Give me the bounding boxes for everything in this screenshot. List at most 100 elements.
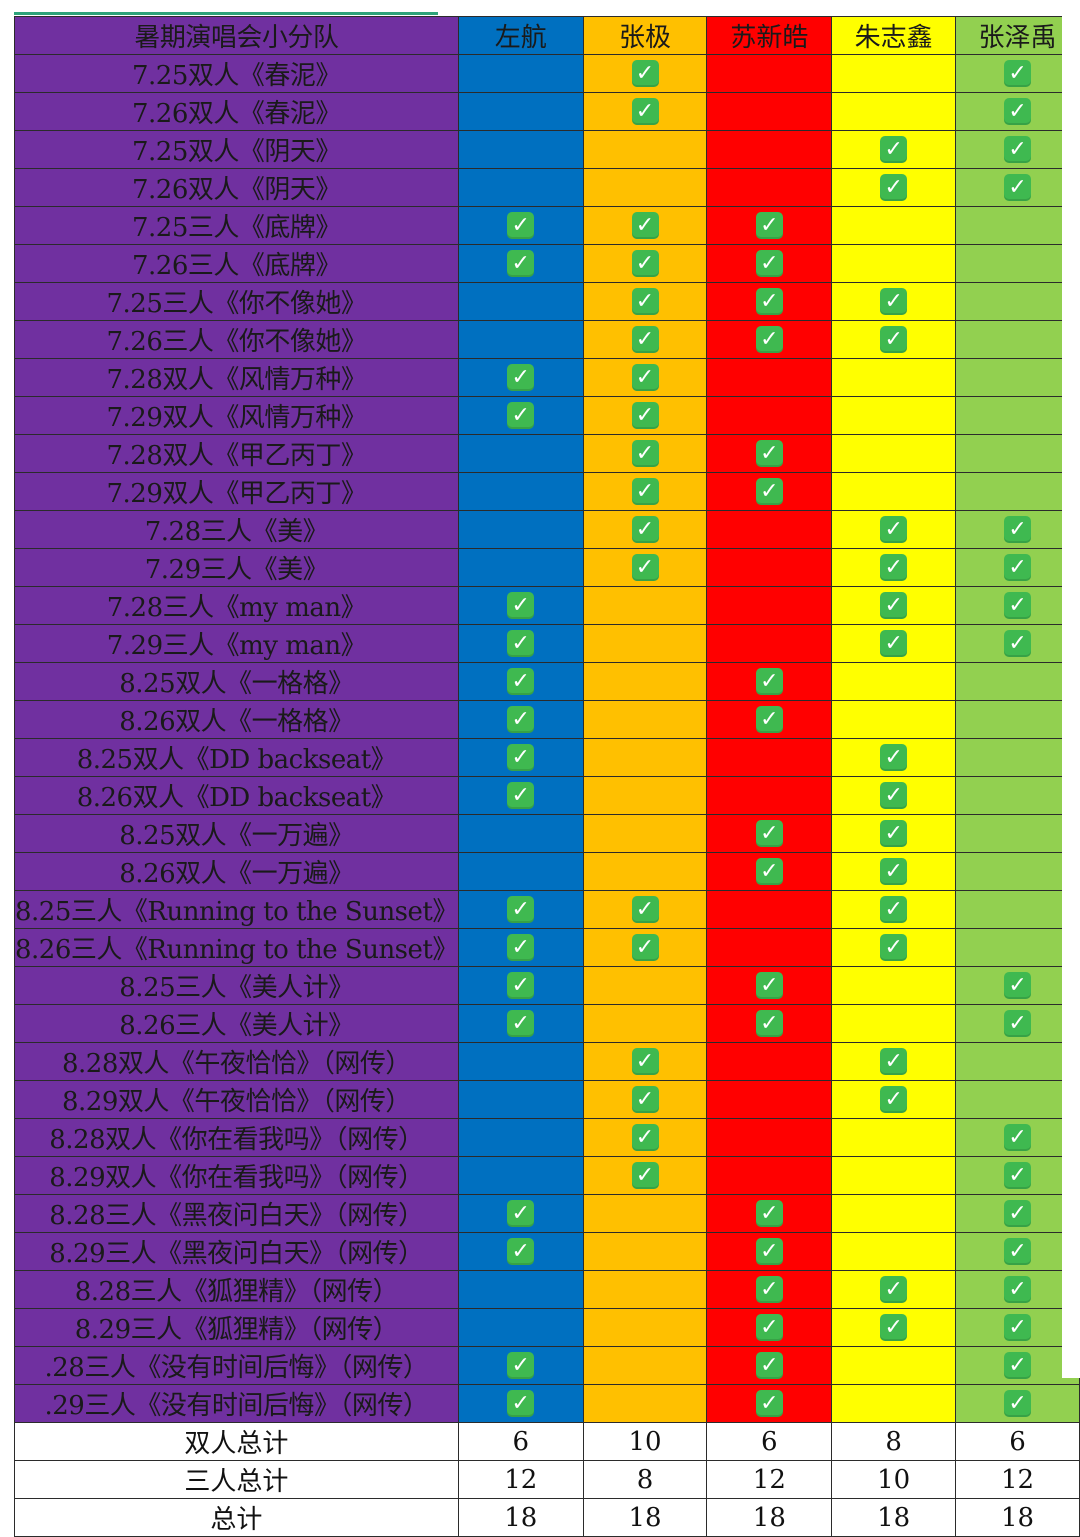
song-label-cell[interactable]: 7.25三人《你不像她》: [14, 282, 459, 321]
member-cell[interactable]: [457, 814, 584, 853]
total-value-cell[interactable]: 12: [955, 1460, 1080, 1499]
member-cell[interactable]: ✓: [706, 1384, 833, 1423]
member-cell[interactable]: ✓: [955, 1308, 1080, 1347]
member-cell[interactable]: [955, 396, 1080, 435]
member-cell[interactable]: ✓: [457, 966, 584, 1005]
member-cell[interactable]: [457, 1080, 584, 1119]
member-header-cell[interactable]: 张泽禹: [955, 16, 1080, 55]
member-cell[interactable]: [582, 700, 708, 739]
member-cell[interactable]: [831, 1346, 957, 1385]
member-cell[interactable]: [831, 92, 957, 131]
member-cell[interactable]: ✓: [457, 624, 584, 663]
member-cell[interactable]: [457, 852, 584, 891]
member-cell[interactable]: [706, 776, 833, 815]
member-cell[interactable]: ✓: [457, 586, 584, 625]
member-cell[interactable]: [831, 396, 957, 435]
member-cell[interactable]: ✓: [582, 548, 708, 587]
song-label-cell[interactable]: .28三人《没有时间后悔》（网传）: [14, 1346, 459, 1385]
member-cell[interactable]: ✓: [831, 510, 957, 549]
member-cell[interactable]: ✓: [955, 624, 1080, 663]
member-cell[interactable]: ✓: [706, 282, 833, 321]
member-cell[interactable]: [457, 510, 584, 549]
member-cell[interactable]: [457, 168, 584, 207]
member-cell[interactable]: ✓: [457, 890, 584, 929]
member-cell[interactable]: ✓: [582, 890, 708, 929]
member-cell[interactable]: [457, 320, 584, 359]
member-cell[interactable]: [955, 434, 1080, 473]
member-cell[interactable]: ✓: [457, 396, 584, 435]
member-cell[interactable]: ✓: [831, 852, 957, 891]
header-label-cell[interactable]: 暑期演唱会小分队: [14, 16, 459, 55]
song-label-cell[interactable]: 8.28双人《你在看我吗》（网传）: [14, 1118, 459, 1157]
song-label-cell[interactable]: 7.28三人《美》: [14, 510, 459, 549]
member-cell[interactable]: ✓: [457, 662, 584, 701]
member-cell[interactable]: [831, 1156, 957, 1195]
member-cell[interactable]: ✓: [831, 776, 957, 815]
total-value-cell[interactable]: 18: [582, 1498, 708, 1537]
member-cell[interactable]: ✓: [955, 548, 1080, 587]
member-cell[interactable]: ✓: [955, 1194, 1080, 1233]
member-cell[interactable]: ✓: [831, 738, 957, 777]
member-cell[interactable]: [582, 624, 708, 663]
song-label-cell[interactable]: 7.25三人《底牌》: [14, 206, 459, 245]
total-value-cell[interactable]: 10: [831, 1460, 957, 1499]
song-label-cell[interactable]: 8.26双人《一万遍》: [14, 852, 459, 891]
member-cell[interactable]: ✓: [582, 282, 708, 321]
total-value-cell[interactable]: 8: [582, 1460, 708, 1499]
total-label-cell[interactable]: 双人总计: [14, 1422, 459, 1461]
member-cell[interactable]: [706, 92, 833, 131]
song-label-cell[interactable]: 7.28双人《甲乙丙丁》: [14, 434, 459, 473]
total-value-cell[interactable]: 10: [582, 1422, 708, 1461]
song-label-cell[interactable]: 8.25三人《美人计》: [14, 966, 459, 1005]
song-label-cell[interactable]: 7.29双人《甲乙丙丁》: [14, 472, 459, 511]
member-cell[interactable]: ✓: [831, 548, 957, 587]
member-cell[interactable]: [955, 1042, 1080, 1081]
member-cell[interactable]: ✓: [955, 1004, 1080, 1043]
member-cell[interactable]: [457, 92, 584, 131]
member-cell[interactable]: [831, 206, 957, 245]
member-cell[interactable]: ✓: [706, 1004, 833, 1043]
member-cell[interactable]: [706, 928, 833, 967]
member-cell[interactable]: ✓: [955, 966, 1080, 1005]
member-cell[interactable]: ✓: [457, 358, 584, 397]
member-cell[interactable]: [582, 966, 708, 1005]
total-value-cell[interactable]: 6: [457, 1422, 584, 1461]
member-cell[interactable]: [706, 358, 833, 397]
member-cell[interactable]: [706, 624, 833, 663]
member-cell[interactable]: [582, 1308, 708, 1347]
member-cell[interactable]: [457, 434, 584, 473]
member-cell[interactable]: ✓: [955, 1346, 1080, 1385]
member-cell[interactable]: ✓: [955, 1118, 1080, 1157]
total-value-cell[interactable]: 18: [706, 1498, 833, 1537]
member-cell[interactable]: [582, 130, 708, 169]
member-cell[interactable]: ✓: [582, 1118, 708, 1157]
member-cell[interactable]: [457, 1118, 584, 1157]
member-cell[interactable]: [582, 586, 708, 625]
song-label-cell[interactable]: 8.26双人《DD backseat》: [14, 776, 459, 815]
member-cell[interactable]: ✓: [457, 1004, 584, 1043]
member-cell[interactable]: [831, 700, 957, 739]
member-cell[interactable]: [831, 244, 957, 283]
member-cell[interactable]: ✓: [706, 966, 833, 1005]
song-label-cell[interactable]: 8.29双人《午夜恰恰》（网传）: [14, 1080, 459, 1119]
member-cell[interactable]: [831, 434, 957, 473]
song-label-cell[interactable]: 7.26三人《底牌》: [14, 244, 459, 283]
member-cell[interactable]: ✓: [706, 1308, 833, 1347]
member-cell[interactable]: ✓: [706, 1232, 833, 1271]
member-cell[interactable]: ✓: [706, 244, 833, 283]
member-cell[interactable]: [955, 282, 1080, 321]
member-cell[interactable]: ✓: [582, 396, 708, 435]
total-value-cell[interactable]: 8: [831, 1422, 957, 1461]
song-label-cell[interactable]: 7.28三人《my man》: [14, 586, 459, 625]
song-label-cell[interactable]: .29三人《没有时间后悔》（网传）: [14, 1384, 459, 1423]
total-value-cell[interactable]: 12: [457, 1460, 584, 1499]
member-cell[interactable]: [955, 814, 1080, 853]
member-cell[interactable]: [582, 852, 708, 891]
member-cell[interactable]: [706, 1156, 833, 1195]
member-cell[interactable]: ✓: [706, 700, 833, 739]
member-cell[interactable]: [955, 890, 1080, 929]
member-cell[interactable]: ✓: [831, 1270, 957, 1309]
member-cell[interactable]: ✓: [706, 662, 833, 701]
member-cell[interactable]: [706, 168, 833, 207]
song-label-cell[interactable]: 7.26双人《阴天》: [14, 168, 459, 207]
